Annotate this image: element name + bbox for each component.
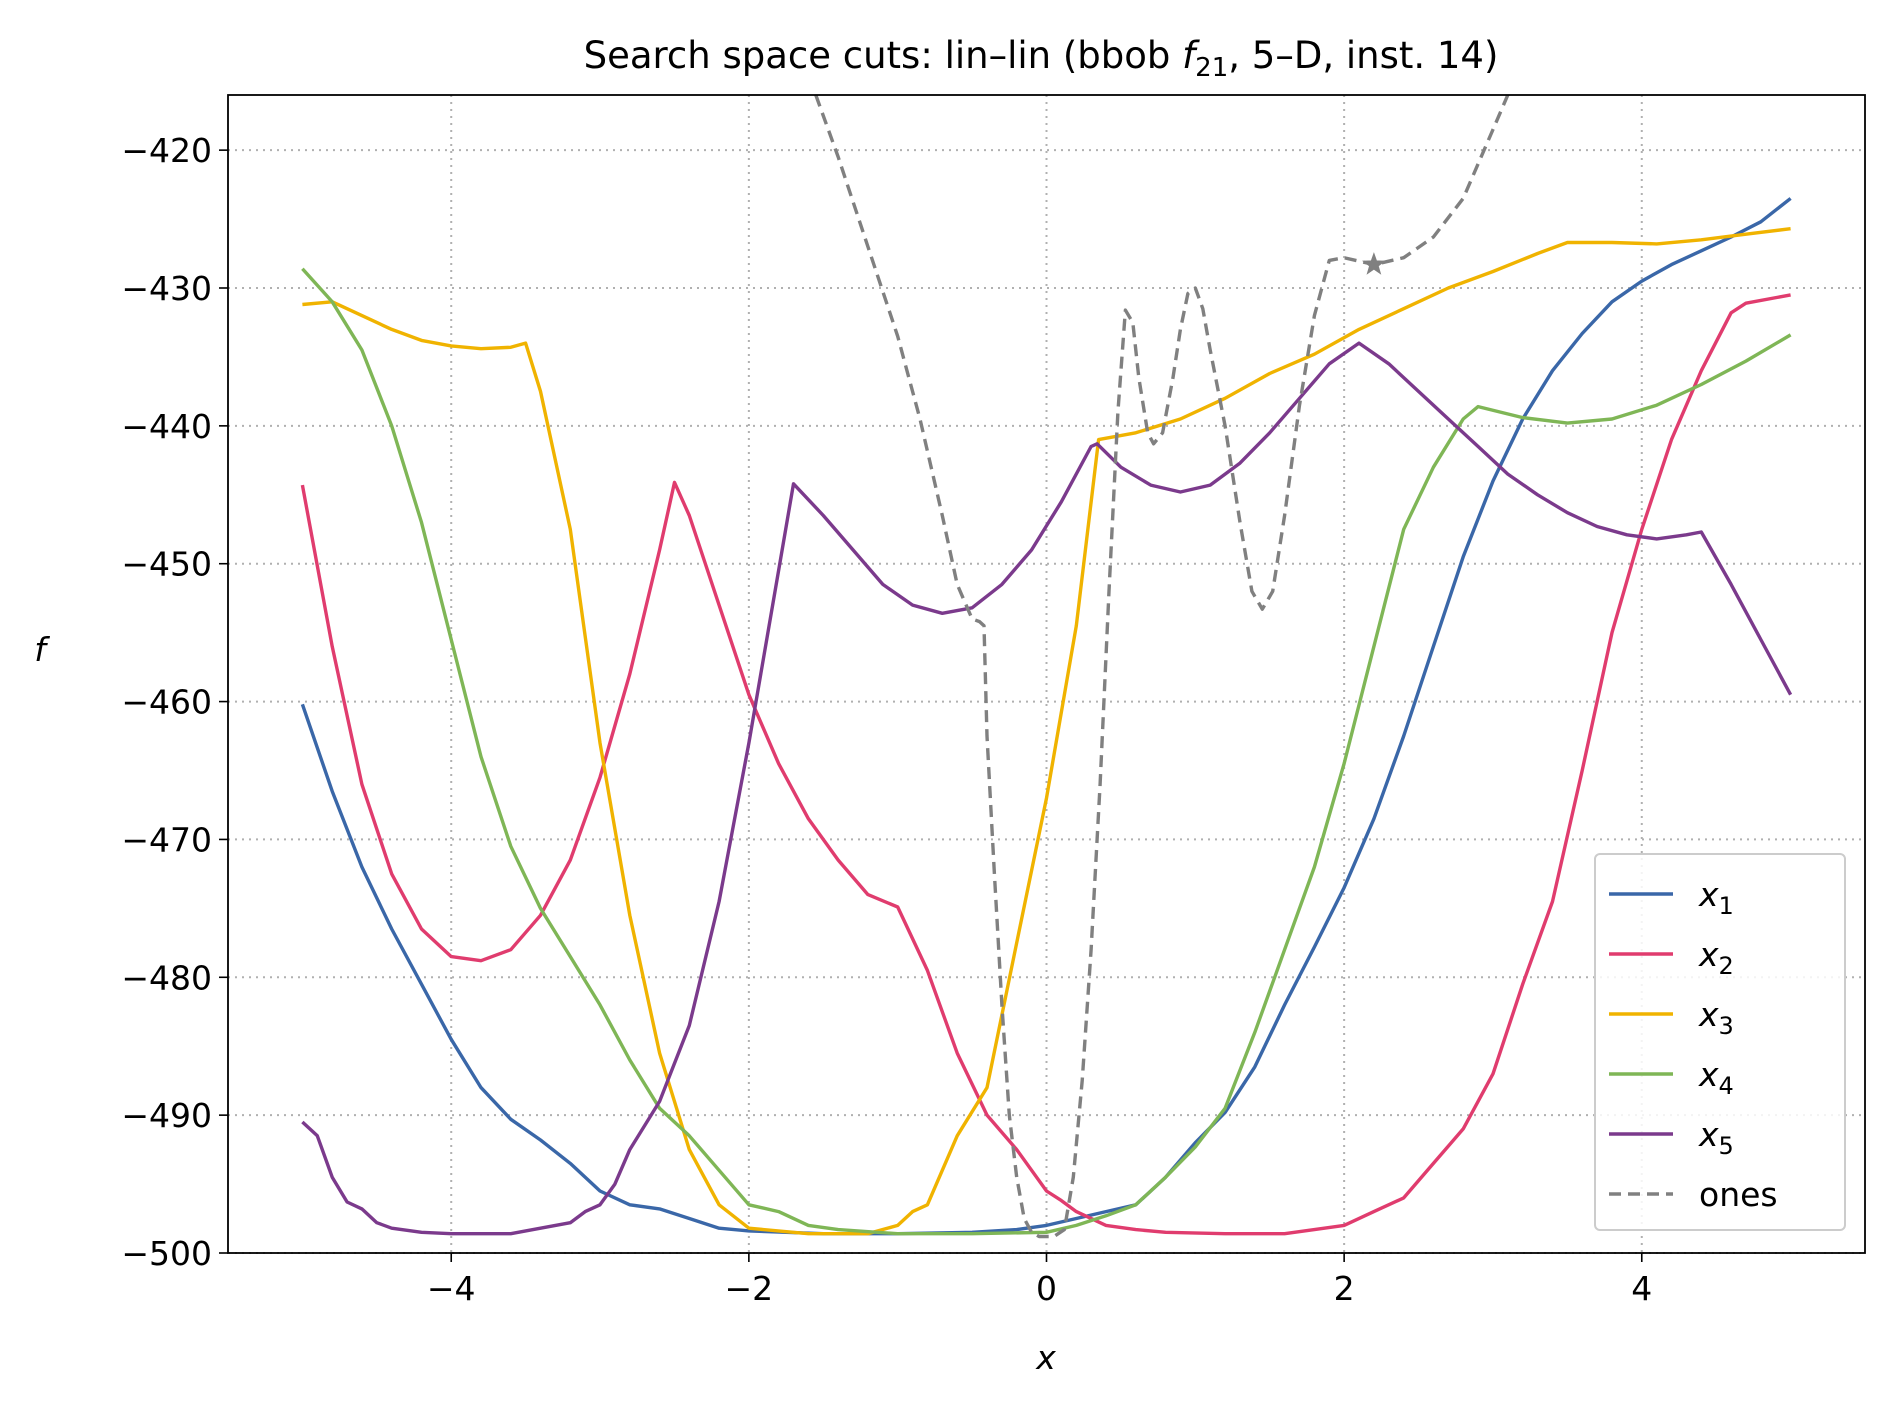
y-tick-label: −470 bbox=[121, 820, 212, 859]
y-tick-label: −490 bbox=[121, 1096, 212, 1135]
x-tick-label: 2 bbox=[1334, 1269, 1355, 1308]
legend-label: x1 bbox=[1698, 875, 1734, 920]
plot-frame bbox=[227, 94, 1866, 1254]
x-tick-label: 4 bbox=[1631, 1269, 1652, 1308]
title-prefix: Search space cuts: lin–lin (bbob bbox=[584, 34, 1183, 77]
x-tick-label: −2 bbox=[725, 1269, 774, 1308]
series-ones-line bbox=[814, 95, 1510, 1239]
optimum-star-marker bbox=[1362, 252, 1386, 275]
chart-title: Search space cuts: lin–lin (bbob f21, 5–… bbox=[584, 34, 1499, 83]
y-tick-label: −460 bbox=[121, 683, 212, 722]
legend-label: x2 bbox=[1698, 935, 1734, 980]
legend-label: x4 bbox=[1698, 1055, 1734, 1100]
y-tick-label: −500 bbox=[121, 1234, 212, 1273]
legend-box bbox=[1594, 853, 1846, 1231]
y-tick-label: −420 bbox=[121, 131, 212, 170]
x-tick-label: 0 bbox=[1036, 1269, 1057, 1308]
series-x2-line bbox=[300, 293, 1791, 1236]
legend-label: x5 bbox=[1698, 1115, 1734, 1160]
legend-label: ones bbox=[1699, 1175, 1778, 1214]
x-axis-label: x bbox=[1035, 1338, 1056, 1377]
y-tick-label: −430 bbox=[121, 269, 212, 308]
series-x4-line bbox=[301, 267, 1792, 1236]
legend: x1 x2 x3 x4 x5 ones bbox=[1594, 853, 1846, 1231]
y-tick-label: −440 bbox=[121, 407, 212, 446]
axis-ticks: −4 −2 0 2 4 −420 −430 −440 −450 −460 −470 −480 −490 −… bbox=[121, 131, 1652, 1308]
plot-area bbox=[300, 95, 1793, 1239]
y-tick-label: −480 bbox=[121, 958, 212, 997]
title-func-sub: 21 bbox=[1195, 53, 1228, 83]
x-tick-label: −4 bbox=[427, 1269, 476, 1308]
series-x1-line bbox=[300, 197, 1792, 1236]
y-tick-label: −450 bbox=[121, 545, 212, 584]
legend-label: x3 bbox=[1698, 995, 1734, 1040]
series-x5-line bbox=[301, 341, 1793, 1236]
title-suffix: , 5–D, inst. 14) bbox=[1228, 34, 1498, 77]
series-x3-line bbox=[302, 227, 1791, 1236]
